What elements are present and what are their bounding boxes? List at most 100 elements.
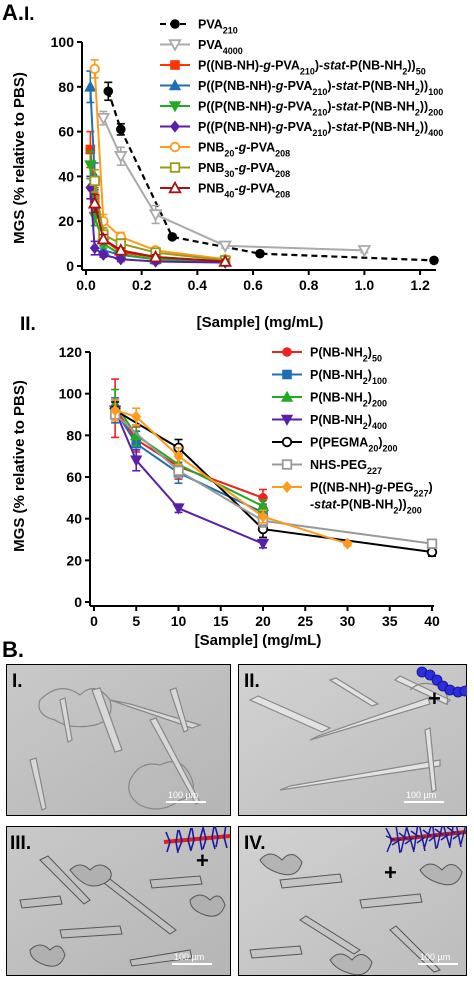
- legend-label: P(PEGMA20)200: [310, 436, 398, 454]
- y-tick-label: 80: [66, 427, 82, 443]
- micrograph-2-scale: 100 µm: [406, 790, 436, 800]
- micrograph-4-label: IV.: [244, 833, 266, 854]
- data-point: [89, 63, 100, 75]
- y-tick-label: 40: [58, 168, 74, 184]
- y-tick-label: 100: [51, 34, 75, 50]
- legend-label: P((P(NB-NH)-g-PVA210)-stat-P(NB-NH2))400: [198, 120, 443, 138]
- legend-marker: [280, 414, 294, 426]
- chart-2: MGS (% relative to PBS) [Sample] (mg/mL)…: [11, 344, 440, 649]
- legend-marker: [168, 101, 182, 113]
- x-tick-label: 20: [255, 613, 271, 629]
- legend-item-2: P(NB-NH2)100: [272, 368, 387, 386]
- data-point: [148, 209, 163, 222]
- legend-item-6: P((P(NB-NH)-g-PVA210)-stat-P(NB-NH2))400: [160, 120, 443, 138]
- legend-item-1: P(NB-NH2)50: [272, 346, 382, 364]
- data-point: [103, 86, 114, 97]
- data-point: [116, 124, 126, 135]
- micrograph-1: 100 µm I.: [6, 664, 231, 816]
- data-point: [357, 245, 372, 258]
- series-line: [107, 90, 435, 262]
- y-tick-label: 60: [58, 124, 74, 140]
- micrograph-4-scale: 100 µm: [420, 952, 450, 962]
- x-tick-label: 25: [297, 613, 313, 629]
- x-tick-label: 10: [171, 613, 187, 629]
- series-4: [108, 399, 270, 551]
- y-tick-label: 20: [58, 213, 74, 229]
- micrograph-3: + 100 µm III.: [6, 826, 231, 976]
- legend-marker: [168, 79, 182, 91]
- micrograph-1-scale: 100 µm: [168, 790, 198, 800]
- data-point: [167, 232, 178, 242]
- legend-item-5: P(PEGMA20)200: [272, 436, 398, 454]
- y-tick-label: 120: [59, 344, 83, 360]
- legend-label: PVA210: [198, 18, 238, 36]
- data-point: [84, 80, 97, 92]
- legend-item-3: P((NB-NH)-g-PVA210)-stat-P(NB-NH2))50: [160, 59, 426, 77]
- legend-item-4: P((P(NB-NH)-g-PVA210)-stat-P(NB-NH2))100: [160, 79, 443, 97]
- micrograph-4: + 100 µm IV.: [238, 826, 467, 976]
- data-point: [429, 255, 439, 266]
- legend-item-7: PNB20-g-PVA208: [160, 141, 290, 159]
- data-point: [342, 537, 353, 550]
- legend-item-9: PNB40-g-PVA208: [160, 180, 290, 200]
- data-point: [130, 455, 143, 467]
- legend-label: P((NB-NH)-g-PEG227): [310, 481, 433, 499]
- series-1: [103, 81, 439, 266]
- series-line: [114, 409, 264, 514]
- data-point: [96, 112, 111, 126]
- legend-item-4: P(NB-NH2)400: [272, 413, 387, 431]
- legend-label: PVA4000: [198, 38, 243, 56]
- legend-marker: [282, 347, 292, 357]
- data-point: [258, 510, 268, 523]
- data-point: [98, 248, 109, 261]
- x-tick-label: 0: [90, 613, 98, 629]
- legend-marker: [170, 19, 180, 29]
- data-point: [113, 151, 128, 164]
- legend-item-7: P((NB-NH)-g-PEG227)-stat-P(NB-NH2))200: [272, 481, 433, 515]
- legend-item-1: PVA210: [160, 18, 238, 36]
- y-tick-label: 100: [59, 386, 83, 402]
- plus-icon: +: [428, 686, 441, 711]
- x-tick-label: 1.2: [410, 277, 430, 293]
- data-point: [89, 175, 100, 187]
- plus-icon: +: [384, 860, 397, 885]
- dense-polymer-brush-icon: [385, 826, 467, 854]
- x-tick-label: 15: [213, 613, 229, 629]
- y-tick-label: 20: [66, 552, 82, 568]
- y-tick-label: 60: [66, 469, 82, 485]
- legend-item-3: P(NB-NH2)200: [272, 391, 387, 409]
- data-point: [113, 243, 128, 256]
- data-point: [218, 254, 233, 267]
- data-point: [96, 231, 111, 245]
- legend-marker: [168, 180, 182, 194]
- legend-marker: [280, 390, 294, 402]
- polymer-brush-icon: [163, 826, 231, 854]
- legend-label: P(NB-NH2)400: [310, 413, 387, 431]
- series-7: [110, 399, 353, 550]
- data-point: [255, 248, 265, 259]
- legend-label: P((NB-NH)-g-PVA210)-stat-P(NB-NH2))50: [198, 59, 426, 77]
- legend-item-2: PVA4000: [160, 38, 243, 56]
- legend-item-8: PNB30-g-PVA208: [160, 161, 290, 179]
- series-line: [114, 407, 264, 499]
- legend-marker: [169, 141, 181, 153]
- chart-1-xlabel: [Sample] (mg/mL): [197, 314, 324, 331]
- y-tick-label: 40: [66, 511, 82, 527]
- x-tick-label: 30: [340, 613, 356, 629]
- x-tick-label: 0.8: [299, 277, 319, 293]
- legend-marker: [281, 459, 293, 470]
- legend-marker: [281, 436, 293, 448]
- y-tick-label: 0: [74, 594, 82, 610]
- data-point: [426, 538, 438, 549]
- x-tick-label: 0.0: [76, 277, 96, 293]
- data-point: [87, 196, 102, 209]
- data-point: [173, 450, 184, 463]
- data-point: [218, 240, 233, 254]
- legend-label: P((P(NB-NH)-g-PVA210)-stat-P(NB-NH2))100: [198, 79, 443, 97]
- legend-marker: [168, 39, 182, 52]
- series-2: [96, 110, 372, 258]
- data-point: [89, 241, 100, 255]
- chart-2-xlabel: [Sample] (mg/mL): [195, 632, 322, 649]
- chart-1: MGS (% relative to PBS) [Sample] (mg/mL)…: [11, 18, 443, 332]
